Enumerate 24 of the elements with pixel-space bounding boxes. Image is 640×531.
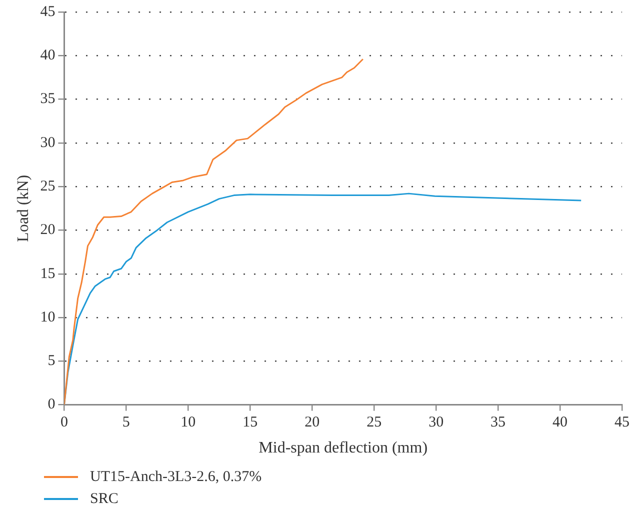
x-tick-label: 15 (242, 414, 258, 431)
y-tick-label: 45 (40, 4, 56, 20)
y-tick-label: 10 (40, 309, 56, 326)
x-tick-label: 40 (552, 414, 568, 431)
legend-label: SRC (90, 490, 118, 508)
y-tick-label: 15 (40, 266, 56, 282)
legend-label: UT15-Anch-3L3-2.6, 0.37% (90, 468, 262, 486)
x-tick-label: 0 (60, 414, 68, 431)
x-tick-label: 30 (428, 414, 444, 431)
y-axis-title: Load (kN) (14, 174, 32, 242)
y-tick-label: 20 (40, 222, 56, 238)
x-tick-label: 45 (614, 414, 630, 431)
y-tick-label: 0 (48, 396, 56, 413)
x-tick-label: 5 (122, 414, 130, 431)
x-tick-label: 20 (304, 414, 320, 431)
y-tick-label: 5 (48, 353, 56, 370)
y-tick-label: 35 (40, 91, 56, 108)
y-tick-label: 40 (40, 48, 56, 64)
y-tick-label: 30 (40, 134, 56, 151)
x-tick-label: 25 (366, 414, 382, 431)
x-axis-title: Mid-span deflection (mm) (258, 440, 428, 457)
y-tick-label: 25 (40, 178, 56, 195)
x-tick-label: 10 (180, 414, 196, 431)
x-tick-label: 35 (490, 414, 506, 431)
